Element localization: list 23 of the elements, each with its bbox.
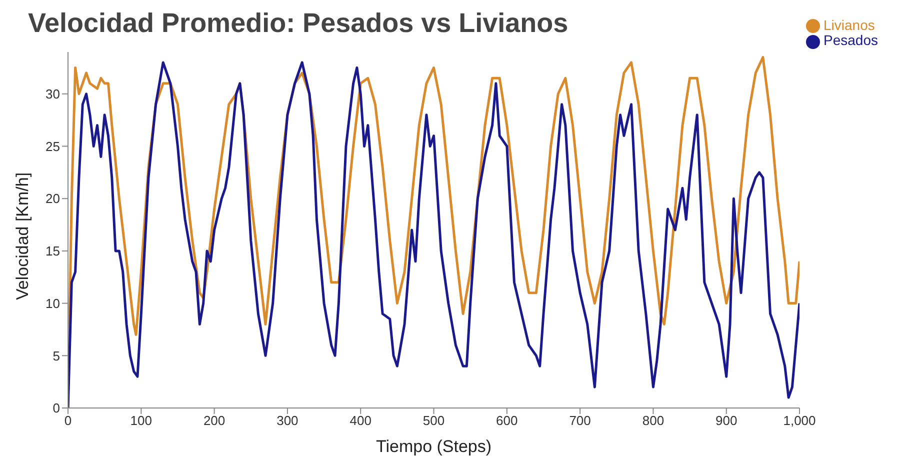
y-axis-title: Velocidad [Km/h]: [13, 172, 32, 300]
x-tick-label: 0: [64, 413, 72, 428]
x-tick-label: 700: [569, 413, 591, 428]
x-tick-label: 600: [496, 413, 518, 428]
y-tick-label: 20: [46, 191, 60, 206]
x-tick-label: 800: [642, 413, 664, 428]
x-tick-label: 1,000: [783, 413, 816, 428]
chart-title: Velocidad Promedio: Pesados vs Livianos: [28, 8, 568, 38]
y-tick-label: 15: [46, 244, 60, 259]
y-tick-label: 5: [52, 348, 60, 364]
legend-label: Livianos: [824, 17, 875, 33]
x-tick-label: 400: [350, 413, 372, 428]
x-tick-label: 200: [203, 413, 226, 428]
y-tick-label: 30: [46, 86, 60, 102]
x-tick-label: 900: [716, 413, 738, 428]
y-tick-label: 25: [46, 138, 60, 154]
x-axis-title: Tiempo (Steps): [376, 437, 492, 456]
x-tick-label: 300: [276, 413, 298, 428]
y-tick-label: 0: [52, 400, 60, 416]
y-tick-label: 10: [46, 296, 60, 311]
x-tick-label: 500: [422, 413, 445, 428]
legend-label: Pesados: [824, 32, 878, 48]
x-tick-label: 100: [130, 413, 152, 428]
